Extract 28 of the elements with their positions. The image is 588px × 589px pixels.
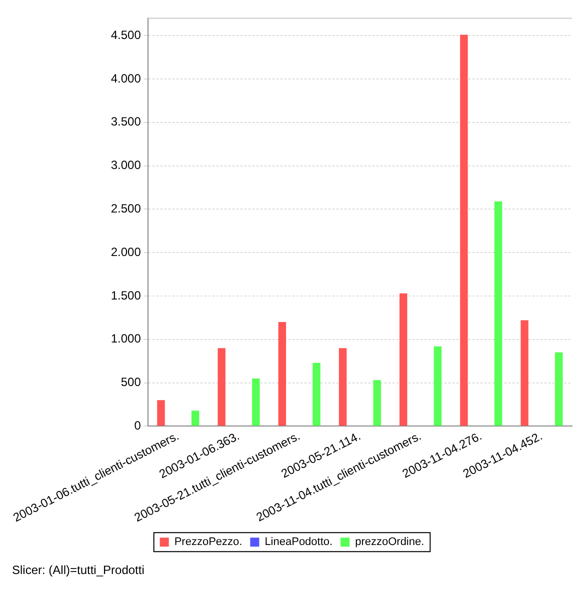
bar — [434, 346, 442, 426]
legend-label: PrezzoPezzo. — [174, 536, 242, 548]
bar — [400, 293, 408, 426]
y-tick-label: 3.000 — [110, 158, 142, 172]
y-tick-label: 0 — [134, 418, 142, 433]
y-tick-label: 1.000 — [110, 332, 142, 346]
y-tick-label: 500 — [120, 375, 142, 390]
text: Slicer: (All)=tutti_Prodotti — [12, 563, 144, 578]
bar — [555, 352, 563, 426]
y-tick-label: 2.500 — [110, 201, 142, 216]
y-tick-label: 1.500 — [110, 288, 142, 302]
bar — [218, 348, 226, 426]
bar — [460, 34, 468, 426]
y-tick-label: 4.000 — [110, 71, 142, 86]
bar — [157, 400, 165, 426]
y-tick-label: 2.000 — [110, 244, 142, 259]
bar — [278, 322, 286, 426]
bar — [373, 380, 381, 426]
bar — [494, 201, 502, 426]
bar — [312, 362, 320, 426]
y-tick-label: 4.500 — [110, 28, 142, 42]
bar — [191, 410, 200, 426]
legend-label: LineaPodotto. — [264, 536, 333, 548]
bar — [338, 348, 347, 426]
bar — [520, 320, 528, 426]
bar — [252, 378, 260, 426]
y-tick-label: 3.500 — [110, 114, 142, 129]
legend-label: prezzoOrdine. — [355, 536, 424, 548]
